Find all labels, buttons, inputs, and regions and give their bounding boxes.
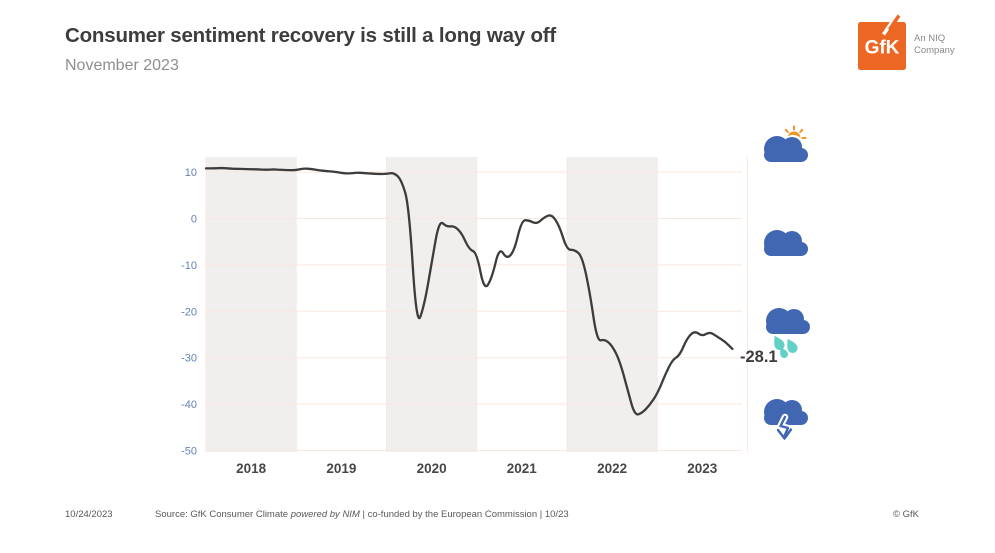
downturn-cloud-icon <box>758 390 814 456</box>
climate-line <box>204 166 734 416</box>
svg-text:0: 0 <box>191 214 197 226</box>
raindrops <box>774 335 798 358</box>
svg-text:-50: -50 <box>181 446 197 458</box>
svg-text:2020: 2020 <box>417 461 447 476</box>
svg-text:10: 10 <box>185 167 197 179</box>
page-subtitle: November 2023 <box>65 57 179 74</box>
x-axis-labels: 2018 2019 2020 2021 2022 2023 <box>236 461 718 476</box>
footer-source: Source: GfK Consumer Climate powered by … <box>155 509 569 520</box>
down-arrow-icon <box>774 413 795 442</box>
svg-text:2023: 2023 <box>687 461 718 476</box>
rainy-icon <box>760 299 816 363</box>
footer-date: 10/24/2023 <box>65 509 113 520</box>
svg-text:2021: 2021 <box>507 461 538 476</box>
svg-text:2018: 2018 <box>236 461 267 476</box>
current-value-label: -28.1 <box>740 348 778 366</box>
header: Consumer sentiment recovery is still a l… <box>65 24 556 75</box>
gfk-logo: GfK An NIQ Company <box>858 14 955 70</box>
gridlines <box>205 157 748 452</box>
svg-text:-30: -30 <box>181 353 197 365</box>
svg-text:2019: 2019 <box>326 461 356 476</box>
page-title: Consumer sentiment recovery is still a l… <box>65 24 557 47</box>
gfk-logo-mark: GfK <box>858 14 906 70</box>
footer-copyright: © GfK <box>893 509 920 520</box>
y-axis-labels: 10 0 -10 -20 -30 -40 -50 <box>181 167 197 457</box>
svg-text:-40: -40 <box>181 399 197 411</box>
partly-sunny-icon <box>758 125 814 185</box>
svg-text:2022: 2022 <box>597 461 627 476</box>
gfk-logo-text: GfK <box>865 38 900 59</box>
svg-text:-20: -20 <box>181 306 197 318</box>
year-bands <box>206 157 658 452</box>
cloudy-icon <box>758 221 814 277</box>
svg-text:-10: -10 <box>181 260 197 272</box>
gfk-logo-tagline: An NIQ Company <box>914 33 955 56</box>
